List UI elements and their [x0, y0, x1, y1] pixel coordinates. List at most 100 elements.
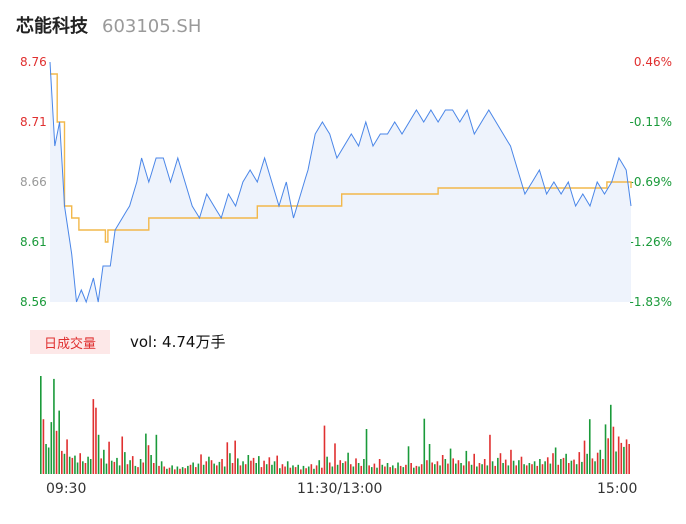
volume-bar: [68, 456, 71, 474]
price-area: [50, 62, 631, 302]
volume-bar: [599, 449, 602, 474]
volume-bar: [160, 461, 163, 474]
volume-bar: [58, 410, 60, 474]
volume-bar: [575, 464, 578, 474]
volume-bar: [118, 465, 121, 474]
volume-bar: [591, 458, 594, 474]
volume-bar: [55, 430, 58, 474]
volume-bar: [173, 469, 176, 474]
volume-bar: [609, 404, 612, 474]
price-tick-label: 8.66: [20, 175, 47, 189]
volume-bar: [520, 456, 523, 474]
volume-bar: [617, 436, 620, 474]
volume-bar: [499, 453, 502, 474]
percent-tick-label: -0.11%: [629, 115, 672, 129]
volume-bar: [399, 465, 402, 474]
volume-bar: [150, 455, 152, 474]
volume-bar: [116, 457, 118, 474]
volume-bar: [234, 440, 236, 474]
volume-bar: [166, 468, 168, 474]
volume-bar: [108, 441, 110, 474]
volume-bar: [242, 461, 244, 474]
volume-bar: [95, 407, 97, 474]
volume-bar: [368, 465, 370, 474]
volume-bar: [229, 453, 231, 474]
volume-bar: [126, 464, 129, 474]
volume-bar: [45, 444, 47, 474]
volume-bar: [305, 468, 307, 474]
volume-bar: [431, 462, 433, 474]
volume-bar: [134, 465, 137, 474]
price-tick-label: 8.76: [20, 55, 47, 69]
volume-bar: [391, 465, 394, 474]
volume-bar: [386, 463, 389, 474]
volume-bar: [349, 464, 352, 474]
volume-bar: [221, 459, 223, 474]
volume-bar: [334, 443, 336, 474]
volume-bar: [607, 438, 609, 474]
volume-bar: [515, 465, 518, 474]
volume-bar: [258, 456, 260, 474]
volume-bar: [578, 452, 581, 474]
volume-bar: [365, 429, 368, 474]
volume-bar: [187, 465, 189, 474]
volume-tab[interactable]: 日成交量: [30, 330, 110, 354]
volume-bar: [570, 460, 573, 474]
volume-bar: [623, 446, 625, 474]
stock-name: 芯能科技: [16, 16, 88, 37]
volume-bar: [321, 467, 323, 474]
percent-tick-label: 0.46%: [633, 55, 672, 69]
volume-bar: [92, 399, 95, 474]
volume-bar: [103, 449, 105, 474]
volume-bar: [74, 455, 76, 474]
volume-bar: [268, 457, 271, 474]
volume-bar: [100, 458, 103, 474]
volume-bar: [250, 460, 252, 474]
volume-bar: [449, 448, 452, 474]
volume-bar: [507, 465, 510, 474]
volume-bar: [297, 464, 300, 474]
volume-bar: [336, 464, 339, 474]
volume-bar: [145, 433, 147, 474]
volume-bar: [373, 463, 376, 474]
volume-bar: [544, 461, 546, 474]
volume-bar: [273, 461, 276, 474]
volume-bar: [63, 453, 66, 474]
volume-bar: [512, 460, 515, 474]
volume-bar: [428, 444, 431, 474]
volume-bar: [363, 459, 365, 474]
volume-bar: [47, 447, 50, 474]
volume-bar: [137, 467, 139, 474]
volume-bar: [276, 455, 278, 474]
volume-bar: [231, 463, 234, 474]
volume-bar: [418, 466, 420, 474]
volume-bar: [344, 461, 347, 474]
volume-bar: [226, 442, 229, 474]
volume-bar: [105, 463, 108, 474]
volume-bar: [87, 456, 89, 474]
volume-bar: [194, 467, 197, 474]
time-tick-label: 11:30/13:00: [297, 481, 383, 497]
price-tick-label: 8.71: [20, 115, 47, 129]
volume-bar: [247, 455, 250, 474]
volume-bar: [179, 468, 181, 474]
volume-bar: [476, 466, 478, 474]
volume-bar: [588, 419, 591, 474]
volume-bar: [205, 461, 208, 474]
volume-bar: [457, 460, 460, 474]
volume-bar: [292, 465, 294, 474]
volume-bar: [310, 464, 313, 474]
volume-bar: [439, 465, 441, 474]
volume-bar: [53, 378, 55, 474]
volume-bar: [554, 447, 557, 474]
volume-bar: [355, 458, 357, 474]
volume-bar: [468, 461, 470, 474]
volume-bar: [326, 456, 328, 474]
volume-bar: [615, 451, 617, 474]
volume-bar: [339, 460, 342, 474]
volume-bar: [491, 461, 494, 474]
volume-bar: [158, 465, 160, 474]
volume-bar: [89, 459, 92, 474]
volume-bar: [536, 465, 539, 474]
